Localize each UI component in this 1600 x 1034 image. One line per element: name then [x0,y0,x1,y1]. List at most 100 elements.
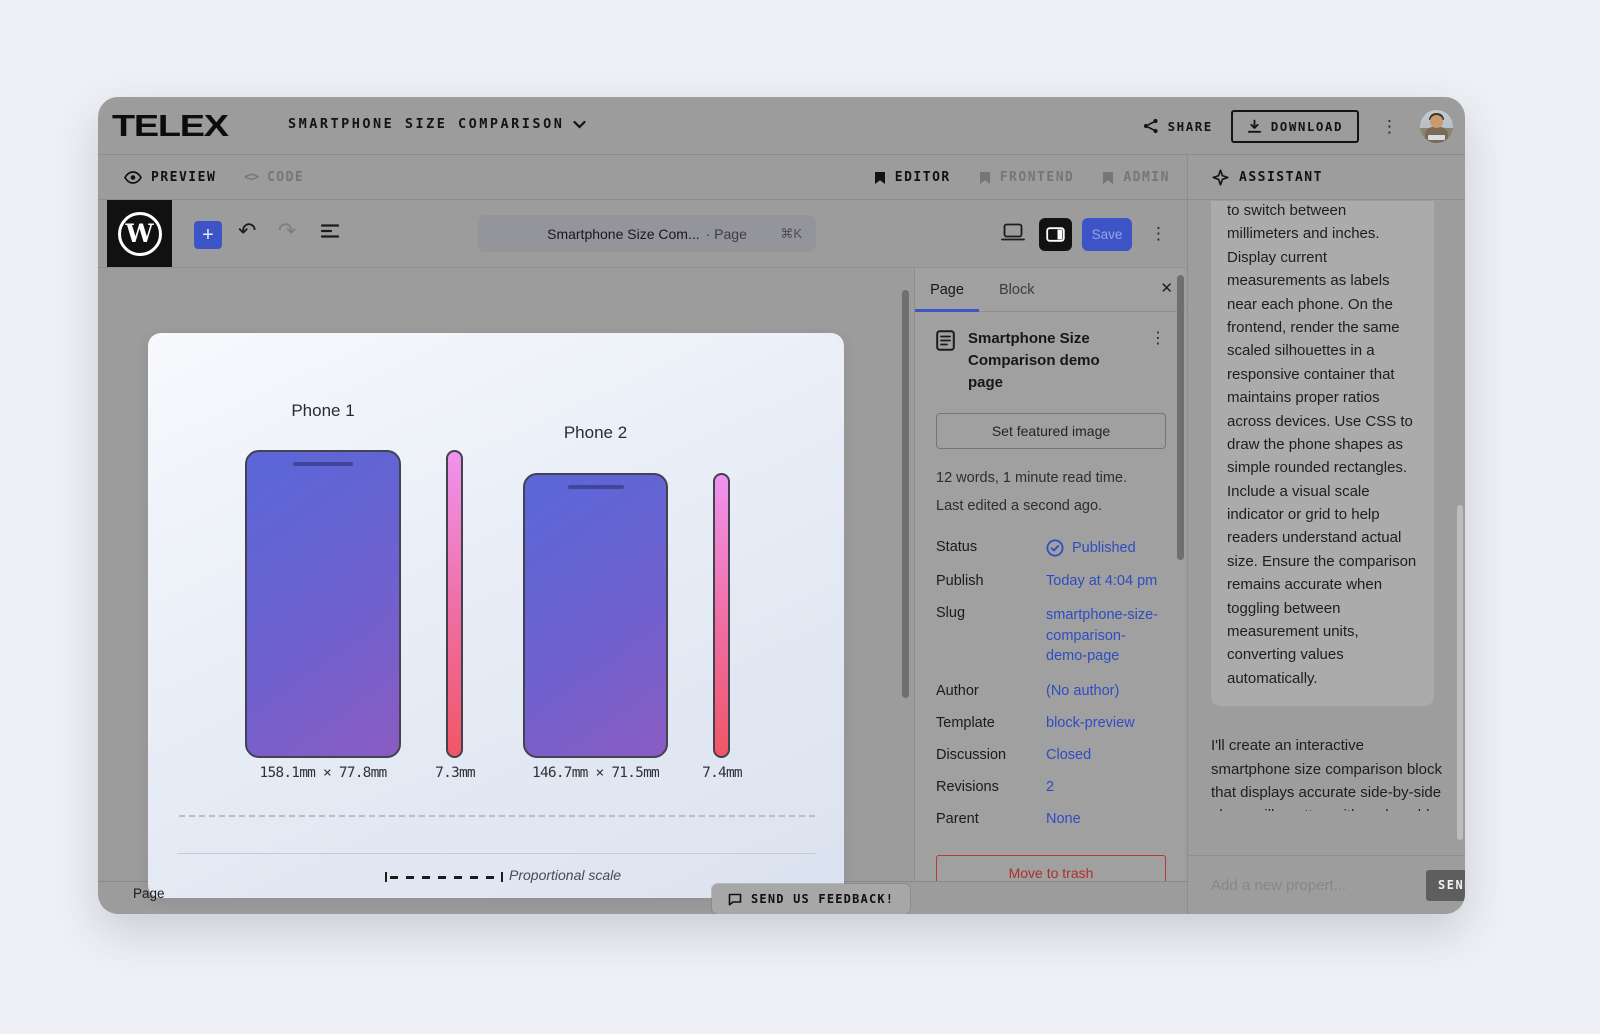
tab-code[interactable]: <> CODE [244,170,304,185]
sidebar-scrollbar[interactable] [1177,275,1184,560]
tab-editor[interactable]: EDITOR [874,170,951,185]
share-button[interactable]: SHARE [1143,118,1213,134]
user-avatar[interactable] [1420,109,1453,143]
author-value[interactable]: (No author) [1046,683,1120,700]
phone2-thickness-bar[interactable] [713,473,730,758]
tab-editor-label: EDITOR [894,170,951,185]
avatar-face [1430,114,1443,128]
undo-button[interactable]: ↶ [238,218,257,243]
field-row-slug: Slug smartphone-size-comparison-demo-pag… [936,605,1166,667]
doc-options-icon[interactable]: ⋮ [1150,330,1166,347]
canvas-scrollbar[interactable] [902,290,909,698]
settings-tabs: Page Block ✕ [915,268,1185,312]
save-button[interactable]: Save [1082,218,1132,251]
field-label: Slug [936,605,966,622]
parent-value[interactable]: None [1046,811,1081,828]
editor-toolbar: W + ↶ ↷ Smartphone Size Com... · Page ⌘K… [98,200,1187,268]
assistant-input-row: SEND [1188,855,1465,914]
set-featured-image-button[interactable]: Set featured image [936,413,1166,450]
tab-preview-label: PREVIEW [151,170,217,185]
more-menu-icon[interactable]: ⋮ [1381,116,1398,136]
add-block-button[interactable]: + [194,221,222,249]
wordpress-menu-button[interactable]: W [107,200,172,267]
top-bar-actions: SHARE DOWNLOAD ⋮ [1143,97,1453,155]
list-view-icon [320,224,340,238]
toggle-settings-panel-button[interactable] [1039,218,1072,251]
revisions-value[interactable]: 2 [1046,779,1055,796]
download-button[interactable]: DOWNLOAD [1230,109,1359,143]
status-text: Published [1072,540,1136,557]
share-label: SHARE [1167,118,1213,134]
feedback-button[interactable]: SEND US FEEDBACK! [712,884,911,914]
field-label: Revisions [936,779,999,796]
field-label: Template [936,715,995,732]
dashed-divider [179,815,815,817]
code-icon: <> [244,170,259,185]
download-icon [1247,119,1261,133]
tab-code-label: CODE [266,170,305,185]
word-count-info: 12 words, 1 minute read time. [936,470,1128,487]
editor-options-icon[interactable]: ⋮ [1150,224,1167,243]
tab-preview[interactable]: PREVIEW [124,170,216,185]
send-button[interactable]: SEND [1426,869,1465,901]
slug-value[interactable]: smartphone-size-comparison-demo-page [1046,607,1159,665]
field-row-publish: Publish Today at 4:04 pm [936,573,1166,589]
assistant-reply-text: I'll create an interactive smartphone si… [1211,737,1442,811]
project-title: SMARTPHONE SIZE COMPARISON [288,116,565,132]
tab-block[interactable]: Block [999,282,1035,298]
move-to-trash-button[interactable]: Move to trash [936,855,1166,881]
wordpress-letter: W [125,219,154,248]
scale-ruler-dashes [390,875,498,879]
redo-button[interactable]: ↷ [278,218,297,243]
breadcrumb[interactable]: Page [133,886,165,901]
scale-ruler [385,872,503,882]
app-window: TELEX SMARTPHONE SIZE COMPARISON SHARE D… [98,97,1465,914]
document-title: Smartphone Size Com... [547,225,700,242]
project-title-menu[interactable]: SMARTPHONE SIZE COMPARISON [288,116,586,132]
avatar-laptop [1428,134,1445,140]
phone1-speaker [293,462,353,466]
sidebar-doc-title[interactable]: Smartphone Size Comparison demo page [968,330,1100,391]
field-label: Publish [936,573,984,590]
phone1-dimensions-label: 158.1mm × 77.8mm [259,765,388,781]
close-icon[interactable]: ✕ [1160,280,1173,297]
phone2-silhouette[interactable] [523,473,668,758]
speech-bubble-icon [728,893,742,906]
field-label: Author [936,683,979,700]
assistant-input[interactable] [1211,876,1410,894]
document-title-button[interactable]: Smartphone Size Com... · Page ⌘K [478,215,816,252]
view-tabs-bar: PREVIEW <> CODE EDITOR FRONTEND [98,155,1465,200]
share-icon [1143,118,1158,134]
field-row-template: Template block-preview [936,715,1166,731]
tab-admin[interactable]: ADMIN [1102,170,1170,185]
user-message-bubble: to switch between millimeters and inches… [1211,201,1434,707]
phone1-thickness-bar[interactable] [446,450,463,758]
field-label: Status [936,539,978,556]
check-circle-icon [1046,539,1064,557]
assistant-scrollbar[interactable] [1457,505,1463,840]
publish-value[interactable]: Today at 4:04 pm [1046,573,1158,590]
tab-admin-label: ADMIN [1123,170,1170,185]
tab-frontend[interactable]: FRONTEND [979,170,1075,185]
telex-logo[interactable]: TELEX [112,108,229,143]
settings-content: Smartphone Size Comparison demo page ⋮ S… [936,328,1166,881]
template-value[interactable]: block-preview [1046,715,1135,732]
assistant-header: ASSISTANT [1188,155,1465,200]
field-row-discussion: Discussion Closed [936,747,1166,763]
last-edited-info: Last edited a second ago. [936,498,1103,515]
tab-page[interactable]: Page [915,268,979,312]
field-row-parent: Parent None [936,811,1166,827]
settings-sidebar: Page Block ✕ Smartphone Size Comparison … [914,268,1185,881]
bookmark-icon [979,171,990,184]
field-label: Discussion [936,747,1007,764]
phone1-silhouette[interactable] [245,450,401,758]
status-value[interactable]: Published [1046,539,1136,557]
discussion-value[interactable]: Closed [1046,747,1092,764]
assistant-title: ASSISTANT [1239,169,1323,185]
preview-device-button[interactable] [1001,222,1025,242]
preview-card: Phone 1 Phone 2 158.1mm × 77.8mm 7.3mm 1… [148,333,844,898]
chevron-down-icon [573,120,586,129]
scale-label: Proportional scale [509,867,622,883]
list-view-button[interactable] [320,223,340,239]
